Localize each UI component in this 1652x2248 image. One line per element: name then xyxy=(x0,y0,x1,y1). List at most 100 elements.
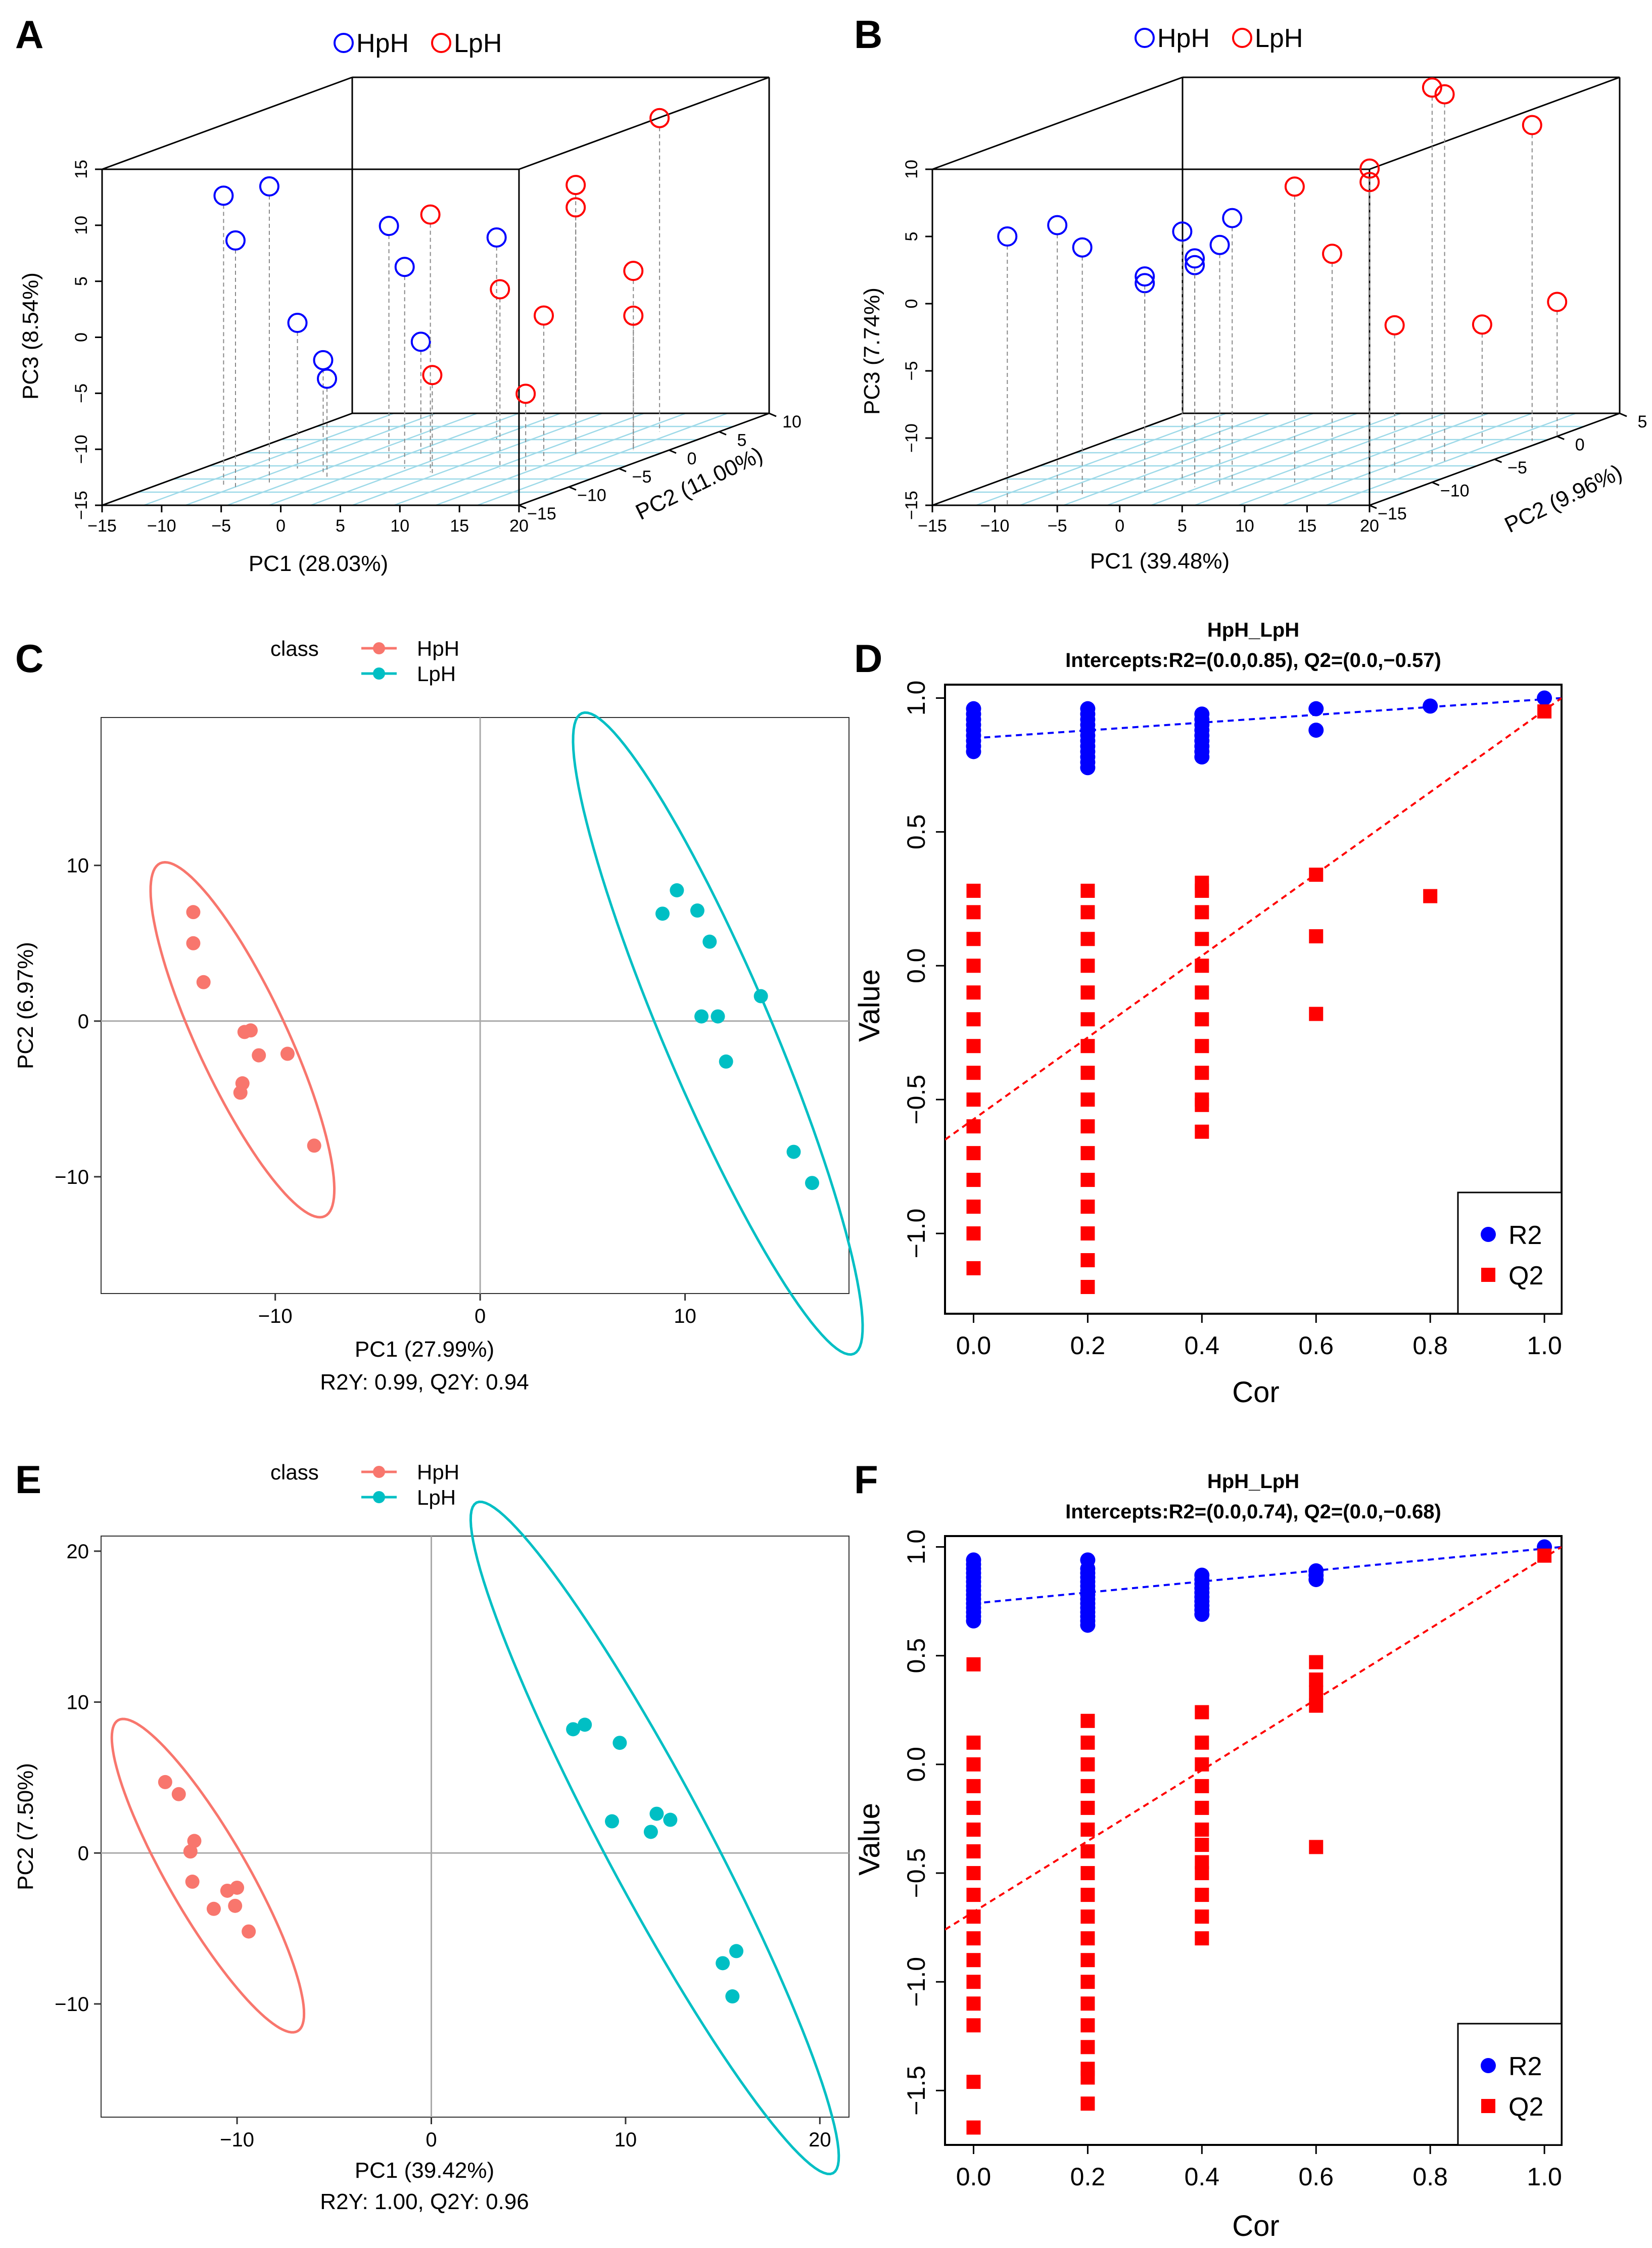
panel-d-legend-box xyxy=(1457,1191,1563,1315)
panel-e-x-tick-label: 10 xyxy=(615,2129,637,2151)
panel-f-y-tick-label: 0.5 xyxy=(902,1638,930,1673)
panel-f-point-q2 xyxy=(1309,1655,1324,1669)
panel-a-point-hph xyxy=(410,331,431,352)
panel-e-point-hph xyxy=(183,1844,198,1859)
panel-a-z-tick-label: 15 xyxy=(72,160,91,179)
panel-c-point-lph xyxy=(805,1176,820,1190)
panel-d-x-tick-label: 0.2 xyxy=(1070,1331,1106,1360)
panel-label-d: D xyxy=(854,636,882,681)
panel-e-point-lph xyxy=(578,1717,592,1732)
panel-d-x-tick-label: 0.8 xyxy=(1412,1331,1448,1360)
panel-c-point-lph xyxy=(702,934,717,949)
panel-d-point-q2 xyxy=(1309,868,1324,882)
panel-a-x-tick-label: 0 xyxy=(276,516,286,536)
panel-a-grid-line xyxy=(227,412,478,506)
legend-lph-label: LpH xyxy=(1255,24,1303,53)
panel-d-point-q2 xyxy=(966,1119,981,1134)
panel-b-x-tick-label: −15 xyxy=(918,516,947,536)
panel-d-legend: R2 Q2 xyxy=(1457,1191,1563,1315)
panel-c-point-hph xyxy=(233,1085,248,1100)
panel-f-point-q2 xyxy=(1080,1735,1095,1750)
panel-f-point-q2 xyxy=(1080,1909,1095,1924)
panel-a-point-lph xyxy=(649,108,670,128)
panel-d-point-q2 xyxy=(1080,1119,1095,1134)
panel-d-point-q2 xyxy=(1195,985,1209,1000)
panel-b-point-lph xyxy=(1522,115,1542,135)
panel-c-plot-area: −10 0 10 −10 0 10 xyxy=(55,711,864,1356)
panel-a-grid-line xyxy=(435,412,686,506)
panel-b-point-hph xyxy=(1209,234,1230,255)
panel-d-y-tick-label: −0.5 xyxy=(902,1075,930,1125)
panel-a-point-hph xyxy=(259,176,279,197)
panel-e-y-tick-label: −10 xyxy=(55,1993,89,2016)
panel-a-point-lph xyxy=(565,175,586,196)
panel-c-point-hph xyxy=(196,975,211,989)
panel-c-x-tick-label: 10 xyxy=(674,1305,696,1327)
panel-f-point-q2 xyxy=(1080,1975,1095,1989)
panel-d-point-q2 xyxy=(1080,1280,1095,1295)
panel-b-x-tick-label: −5 xyxy=(1048,516,1067,536)
panel-f-y-axis-label: Value xyxy=(853,1803,886,1876)
panel-b-grid-line xyxy=(976,412,1226,506)
legend-lph-label: LpH xyxy=(417,662,456,686)
panel-e-series-hph xyxy=(110,1717,306,2034)
panel-d-x-tick-label: 0.6 xyxy=(1299,1331,1334,1360)
panel-c-point-lph xyxy=(711,1009,725,1024)
panel-b-point-lph xyxy=(1384,315,1405,336)
panel-a-x-tick-label: 10 xyxy=(390,516,409,536)
panel-f-marks xyxy=(945,1539,1562,2135)
panel-f-legend: R2 Q2 xyxy=(1457,2023,1563,2146)
legend-lph-label: LpH xyxy=(454,29,502,58)
panel-f-point-q2 xyxy=(1080,1779,1095,1793)
panel-f-point-q2 xyxy=(1080,1866,1095,1881)
panel-a-y-tick xyxy=(569,486,577,491)
panel-a-box-edge xyxy=(518,76,770,170)
legend-lph-marker xyxy=(1232,28,1252,48)
panel-f-series-q2 xyxy=(966,1548,1552,2135)
panel-d-plot-area: 0.0 0.2 0.4 0.6 0.8 1.0 1.0 0.5 0.0 −0.5 −1.0 xyxy=(902,681,1562,1360)
panel-b-point-hph xyxy=(1072,237,1093,258)
legend-r2-marker xyxy=(1481,1227,1496,1242)
panel-a-x-tick-label: 5 xyxy=(336,516,345,536)
panel-a-z-tick-label: −15 xyxy=(72,491,91,520)
legend-hph-label: HpH xyxy=(417,637,459,660)
panel-d-point-r2 xyxy=(966,744,981,759)
panel-f-x-tick-label: 0.4 xyxy=(1185,2163,1220,2191)
legend-hph-marker xyxy=(1135,28,1155,48)
panel-a-y-tick-label: 5 xyxy=(737,431,747,450)
panel-d-y-tick-label: −1.0 xyxy=(902,1209,930,1259)
panel-f-point-q2 xyxy=(1080,1713,1095,1728)
panel-b-point-hph xyxy=(1172,221,1193,242)
panel-e-plot-area: −10 0 10 20 −10 0 10 20 xyxy=(55,1500,849,2176)
panel-e-point-hph xyxy=(185,1875,200,1889)
panel-c-point-lph xyxy=(690,903,704,918)
panel-d-point-q2 xyxy=(966,883,981,898)
panel-d-series-r2 xyxy=(966,690,1552,776)
panel-c-point-lph xyxy=(786,1144,801,1159)
panel-c-point-hph xyxy=(186,936,201,950)
panel-a-box-edge xyxy=(518,412,770,506)
panel-d-point-q2 xyxy=(1080,1066,1095,1080)
panel-d-point-r2 xyxy=(1080,760,1096,776)
panel-b-grid-line xyxy=(1063,412,1314,506)
panel-a-point-hph xyxy=(317,368,338,389)
panel-c-point-lph xyxy=(753,989,768,1003)
panel-a-point-lph xyxy=(420,204,441,225)
legend-hph-label: HpH xyxy=(417,1460,459,1484)
panel-b-x-tick-label: 0 xyxy=(1115,516,1124,536)
panel-b-point-lph xyxy=(1434,84,1455,105)
panel-b-z-tick-label: 10 xyxy=(902,160,921,179)
panel-a-z-tick-label: −10 xyxy=(72,435,91,464)
panel-d-point-q2 xyxy=(966,1200,981,1214)
panel-label-e: E xyxy=(15,1457,41,1502)
panel-c-legend: class HpH LpH xyxy=(270,637,459,686)
panel-b-x-axis-label: PC1 (39.48%) xyxy=(1090,549,1230,573)
panel-b-box-edge xyxy=(932,412,1183,506)
panel-b-point-hph xyxy=(1135,266,1155,287)
panel-f-y-tick-label: 1.0 xyxy=(902,1529,930,1565)
panel-f-point-q2 xyxy=(966,1953,981,1968)
panel-b-series-hph xyxy=(997,208,1243,505)
panel-f-series-r2 xyxy=(966,1539,1552,1633)
